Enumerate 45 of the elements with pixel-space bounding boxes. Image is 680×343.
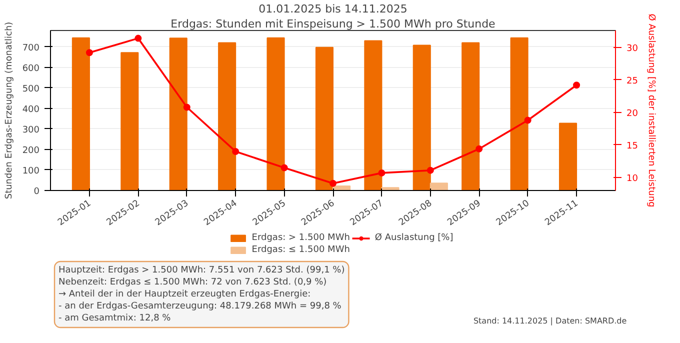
bar xyxy=(462,42,480,190)
point xyxy=(476,145,483,152)
point xyxy=(86,49,93,56)
point xyxy=(134,34,142,42)
y-tick-label: 100 xyxy=(22,166,40,176)
chart-title: Erdgas: Stunden mit Einspeisung > 1.500 MWh pro Stunde xyxy=(170,18,496,30)
y-tick-label: 200 xyxy=(22,146,40,156)
legend-label: Erdgas: ≤ 1.500 MWh xyxy=(252,245,350,255)
y2-tick-label: 20 xyxy=(626,108,638,119)
y-axis-title: Stunden Erdgas-Erzeugung (monatlich) xyxy=(4,22,14,200)
point xyxy=(426,166,434,174)
y2-tick-label: 25 xyxy=(626,76,638,86)
legend-label: Ø Auslastung [%] xyxy=(374,233,454,243)
point xyxy=(232,148,240,155)
bar xyxy=(218,42,236,190)
bar xyxy=(120,52,139,190)
y-tick-label: 400 xyxy=(22,104,40,115)
bar xyxy=(266,37,285,190)
bar xyxy=(315,46,334,190)
point xyxy=(183,104,190,111)
point xyxy=(280,164,288,172)
y-tick-label: 300 xyxy=(22,125,40,136)
bar xyxy=(72,37,90,190)
point xyxy=(524,116,532,124)
y2-tick-label: 10 xyxy=(626,174,638,184)
bar xyxy=(430,182,448,190)
y-tick-label: 600 xyxy=(22,64,40,74)
bar xyxy=(412,44,431,190)
bar xyxy=(169,38,188,190)
bar xyxy=(510,37,528,190)
y-tick-label: 700 xyxy=(22,43,40,54)
bar xyxy=(364,40,382,190)
legend-label: Erdgas: > 1.500 MWh xyxy=(252,233,350,243)
y-tick-label: 0 xyxy=(34,187,40,197)
bar xyxy=(558,122,578,190)
y-tick-label: 500 xyxy=(22,84,40,94)
text: Stand: 14.11.2025 | Daten: SMARD.de xyxy=(473,316,627,326)
chart-subtitle: 01.01.2025 bis 14.11.2025 xyxy=(258,2,408,16)
y2-tick-label: 15 xyxy=(626,141,638,152)
y2-tick-label: 30 xyxy=(626,44,638,54)
y2-axis-title: Ø Auslastung [%] der installierten Leistung xyxy=(646,14,656,208)
point xyxy=(573,82,580,89)
point xyxy=(330,180,336,187)
text: Hauptzeit: Erdgas > 1.500 MWh: 7.551 von 7.623 Std. (99,1 %) Nebenzeit: Erdgas ≤ 1.500 MWh: 72 von 7.623 Std. (0,9 %) → Anteil der in der Hauptzeit erzeugten Erdgas-Energie: - an der Erdgas-Gesamterzeugung: 48.179.268 MWh = 99,8 % - am Gesamtmix: 12,8 % xyxy=(58,266,345,324)
point xyxy=(378,169,386,176)
